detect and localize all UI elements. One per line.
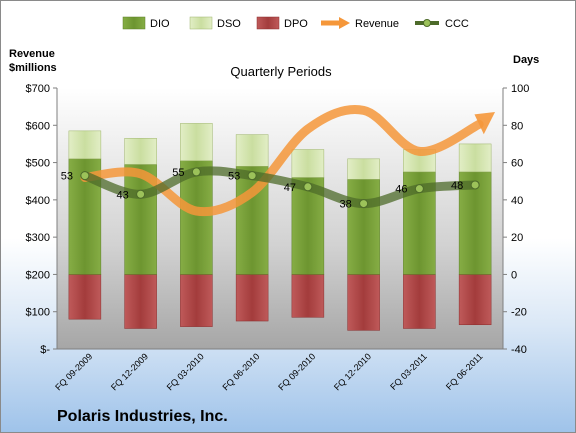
legend-label-dpo: DPO bbox=[284, 18, 308, 30]
ccc-data-label: 53 bbox=[228, 171, 240, 183]
dso-bar bbox=[68, 130, 102, 160]
dso-bar bbox=[347, 158, 380, 180]
x-tick-label: FQ 06-2010 bbox=[221, 351, 262, 392]
ccc-data-label: 53 bbox=[61, 171, 73, 183]
ccc-data-label: 47 bbox=[284, 182, 296, 194]
legend-swatch-dpo bbox=[256, 16, 280, 30]
ccc-line bbox=[80, 166, 480, 209]
left-tick-label: $500 bbox=[26, 158, 50, 170]
dpo-bar bbox=[347, 274, 380, 331]
x-tick-label: FQ 03-2010 bbox=[165, 351, 206, 392]
right-tick-label: 0 bbox=[511, 269, 517, 281]
company-name: Polaris Industries, Inc. bbox=[57, 408, 228, 425]
dso-bar bbox=[291, 149, 325, 178]
ccc-data-label: 55 bbox=[172, 167, 184, 179]
dpo-bar bbox=[235, 274, 269, 322]
dso-bar bbox=[235, 134, 269, 167]
ccc-point bbox=[191, 167, 201, 177]
ccc-point bbox=[303, 182, 313, 192]
left-tick-label: $400 bbox=[26, 195, 50, 207]
x-tick-label: FQ 06-2011 bbox=[444, 351, 485, 392]
left-tick-label: $100 bbox=[26, 307, 50, 319]
ccc-data-label: 38 bbox=[340, 199, 352, 211]
legend-label-dio: DIO bbox=[150, 18, 170, 30]
right-axis-title: Days bbox=[513, 54, 539, 66]
dio-bar bbox=[347, 179, 380, 275]
revenue-arrow-head bbox=[474, 111, 496, 135]
legend-swatch-ccc bbox=[415, 19, 439, 27]
legend-swatch-dio bbox=[122, 16, 146, 30]
legend-label-revenue: Revenue bbox=[355, 18, 399, 30]
dso-bar bbox=[124, 138, 157, 165]
x-axis-ticks: FQ 09-2009 FQ 12-2009 FQ 03-2010 FQ 06-2010… bbox=[53, 351, 484, 392]
revenue-line bbox=[80, 105, 484, 217]
ccc-point bbox=[414, 184, 424, 194]
left-tick-label: $200 bbox=[26, 269, 50, 281]
left-axis-title-line1: Revenue bbox=[9, 48, 55, 60]
dpo-bar bbox=[180, 274, 213, 327]
left-tick-label: $300 bbox=[26, 232, 50, 244]
lines: 53 43 55 53 47 38 46 48 bbox=[61, 105, 496, 217]
x-tick-label: FQ 09-2009 bbox=[53, 351, 94, 392]
ccc-point bbox=[80, 171, 90, 181]
chart-title: Quarterly Periods bbox=[230, 64, 332, 79]
ccc-data-label: 48 bbox=[451, 180, 463, 192]
dso-bar bbox=[458, 143, 492, 173]
ccc-point bbox=[247, 171, 257, 181]
ccc-point bbox=[470, 180, 480, 190]
legend-label-ccc: CCC bbox=[445, 18, 469, 30]
dpo-bar bbox=[291, 274, 325, 318]
ccc-data-label: 43 bbox=[117, 189, 129, 201]
right-axis-ticks: -40 -20 0 20 40 60 80 100 bbox=[503, 83, 529, 356]
dpo-bar bbox=[124, 274, 157, 329]
dpo-bar bbox=[403, 274, 436, 329]
legend-swatch-dso bbox=[189, 16, 213, 30]
x-tick-label: FQ 12-2010 bbox=[332, 351, 373, 392]
right-tick-label: -20 bbox=[511, 307, 527, 319]
dso-bar bbox=[180, 123, 213, 161]
right-tick-label: 80 bbox=[511, 120, 523, 132]
x-tick-label: FQ 09-2010 bbox=[276, 351, 317, 392]
ccc-point bbox=[136, 189, 146, 199]
ccc-point bbox=[359, 199, 369, 209]
left-axis-title-line2: $millions bbox=[9, 62, 57, 74]
right-tick-label: 60 bbox=[511, 158, 523, 170]
plot-area bbox=[57, 88, 503, 349]
ccc-data-label: 46 bbox=[395, 184, 407, 196]
legend-swatch-revenue bbox=[321, 17, 350, 29]
legend-label-dso: DSO bbox=[217, 18, 241, 30]
left-tick-label: $600 bbox=[26, 120, 50, 132]
left-tick-label: $- bbox=[40, 344, 50, 356]
left-tick-label: $700 bbox=[26, 83, 50, 95]
right-tick-label: 40 bbox=[511, 195, 523, 207]
right-tick-label: -40 bbox=[511, 344, 527, 356]
legend: DIO DSO DPO Revenue CCC bbox=[122, 16, 469, 30]
right-tick-label: 20 bbox=[511, 232, 523, 244]
dpo-bar bbox=[458, 274, 492, 326]
right-tick-label: 100 bbox=[511, 83, 529, 95]
x-tick-label: FQ 12-2009 bbox=[109, 351, 150, 392]
x-tick-label: FQ 03-2011 bbox=[388, 351, 429, 392]
dpo-bar bbox=[68, 274, 102, 320]
left-axis-ticks: $- $100 $200 $300 $400 $500 $600 $700 bbox=[26, 83, 57, 356]
